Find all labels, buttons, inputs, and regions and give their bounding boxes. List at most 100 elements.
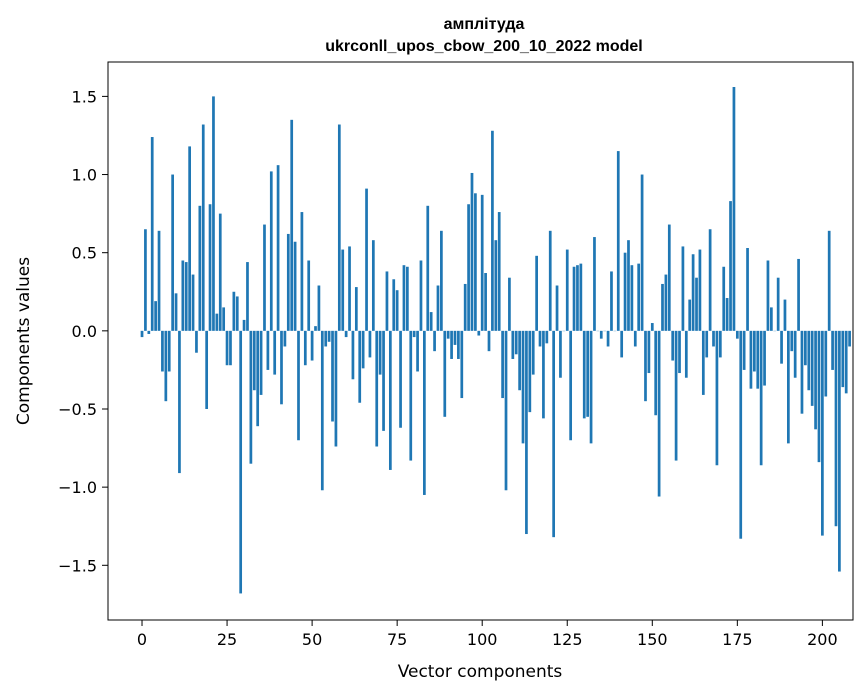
bar-78	[406, 266, 409, 331]
bar-84	[426, 205, 430, 331]
bar-5	[157, 230, 161, 331]
bar-53	[320, 330, 324, 491]
bar-76	[399, 330, 402, 428]
bar-207	[844, 330, 848, 394]
x-tick-label: 75	[387, 630, 407, 649]
bar-142	[623, 252, 627, 331]
bar-149	[647, 330, 651, 374]
bar-26	[229, 330, 232, 366]
bar-33	[252, 330, 256, 391]
bar-18	[201, 124, 205, 331]
bar-101	[484, 273, 487, 331]
bar-77	[402, 265, 406, 331]
bar-99	[477, 330, 481, 336]
y-axis-label: Components values	[14, 257, 34, 425]
bar-161	[688, 299, 692, 331]
bar-24	[222, 307, 226, 331]
bar-22	[215, 313, 219, 331]
bar-71	[382, 330, 385, 431]
bar-147	[640, 174, 644, 331]
y-tick-label: 1.5	[72, 87, 97, 106]
bar-197	[810, 330, 814, 406]
bar-135	[599, 330, 603, 339]
bar-65	[361, 330, 365, 369]
bar-168	[712, 330, 715, 347]
bar-34	[256, 330, 260, 427]
bar-150	[650, 323, 654, 331]
bar-170	[718, 330, 722, 358]
bar-202	[827, 230, 831, 331]
bar-196	[807, 330, 811, 391]
bar-57	[334, 330, 338, 447]
bar-29	[239, 330, 243, 594]
bar-48	[303, 330, 307, 366]
bar-111	[518, 330, 521, 391]
bar-159	[681, 246, 685, 331]
bar-80	[412, 330, 416, 338]
bar-86	[433, 330, 436, 352]
bar-27	[232, 291, 236, 331]
bars-group	[140, 87, 851, 594]
bar-60	[344, 330, 348, 338]
bar-143	[627, 240, 630, 331]
x-tick-label: 125	[552, 630, 583, 649]
bar-82	[419, 260, 423, 331]
chart-title: амплітуда	[444, 16, 525, 33]
bar-191	[790, 330, 794, 352]
bar-176	[739, 330, 743, 539]
bar-28	[235, 296, 239, 331]
bar-92	[453, 330, 457, 345]
bar-37	[266, 330, 270, 370]
bar-121	[552, 330, 555, 538]
bar-172	[725, 298, 729, 331]
bar-183	[763, 330, 766, 386]
bar-59	[341, 249, 345, 331]
bar-189	[783, 299, 787, 331]
bar-75	[395, 290, 399, 331]
bar-192	[793, 330, 797, 378]
x-axis-ticks: 0 25 50 75 100 125 150 175 200	[137, 620, 838, 649]
bar-73	[388, 330, 392, 470]
bar-138	[610, 271, 613, 331]
bar-61	[348, 246, 351, 331]
bar-156	[671, 330, 675, 361]
bar-43	[286, 233, 290, 331]
bar-125	[565, 249, 569, 331]
bar-173	[729, 201, 732, 331]
bar-141	[620, 330, 624, 358]
bar-130	[582, 330, 586, 419]
bar-39	[273, 330, 277, 375]
x-tick-label: 0	[137, 630, 147, 649]
bar-30	[242, 319, 246, 331]
bar-165	[701, 330, 705, 395]
bar-93	[457, 330, 460, 359]
bar-205	[838, 330, 841, 572]
bar-35	[259, 330, 263, 395]
bar-175	[735, 330, 739, 339]
bar-97	[470, 172, 474, 331]
bar-15	[191, 274, 195, 331]
x-tick-label: 100	[467, 630, 498, 649]
bar-167	[708, 229, 712, 331]
bar-41	[280, 330, 283, 405]
bar-31	[246, 262, 249, 331]
bar-194	[800, 330, 804, 414]
bar-187	[776, 277, 780, 331]
bar-64	[358, 330, 362, 403]
bar-180	[752, 330, 756, 372]
y-tick-label: −1.0	[58, 478, 97, 497]
bar-16	[195, 330, 198, 353]
bar-6	[161, 330, 164, 372]
bar-32	[249, 330, 253, 464]
bar-36	[263, 224, 266, 331]
bar-72	[385, 271, 389, 331]
bar-13	[184, 262, 188, 331]
bar-208	[848, 330, 851, 347]
bar-178	[746, 248, 749, 331]
bar-90	[446, 330, 450, 339]
bar-118	[542, 330, 545, 419]
bar-42	[283, 330, 287, 347]
bar-117	[538, 330, 542, 347]
bar-102	[487, 330, 491, 352]
bar-153	[661, 283, 664, 331]
